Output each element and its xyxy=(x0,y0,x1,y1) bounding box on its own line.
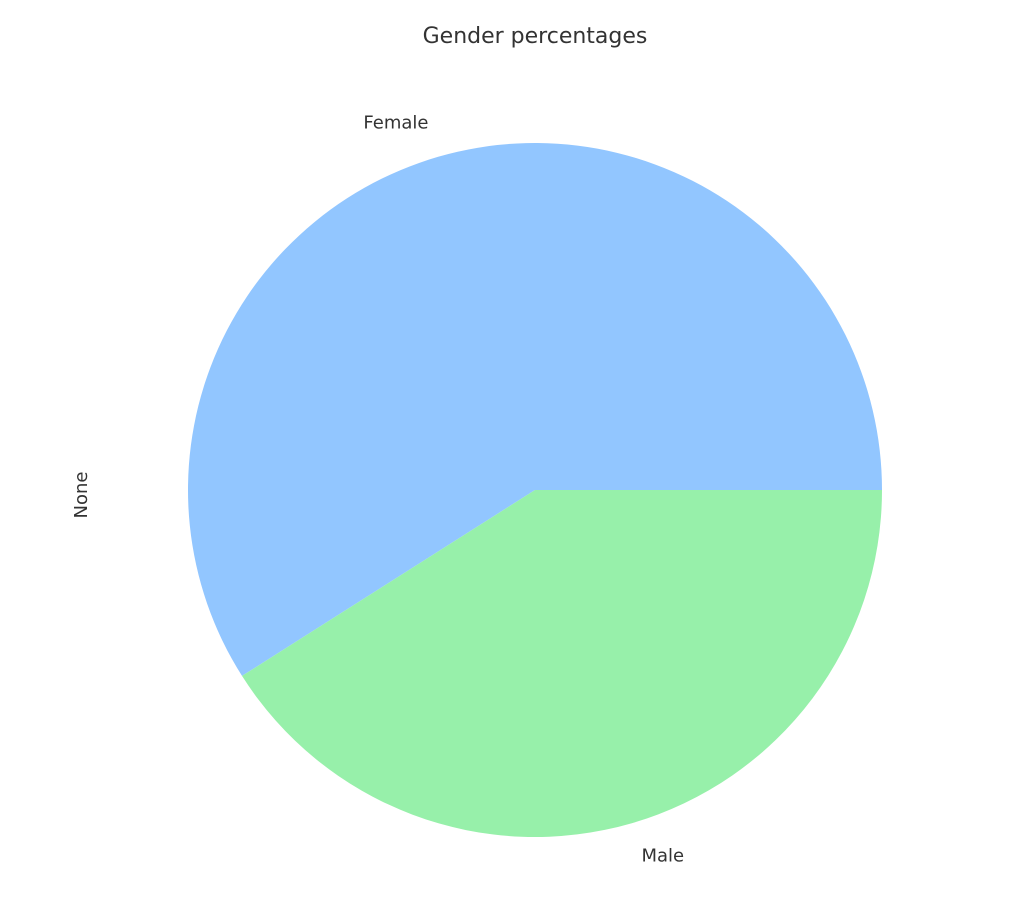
pie-slice-male xyxy=(242,490,883,837)
slice-label-female: Female xyxy=(363,112,428,133)
slice-label-male: Male xyxy=(641,846,684,867)
pie-slice-female xyxy=(187,142,882,676)
pie-slice-labels: Female Male xyxy=(363,112,684,866)
y-axis-label: None xyxy=(71,472,92,519)
chart-title: Gender percentages xyxy=(423,24,648,49)
pie-slices xyxy=(187,142,883,837)
